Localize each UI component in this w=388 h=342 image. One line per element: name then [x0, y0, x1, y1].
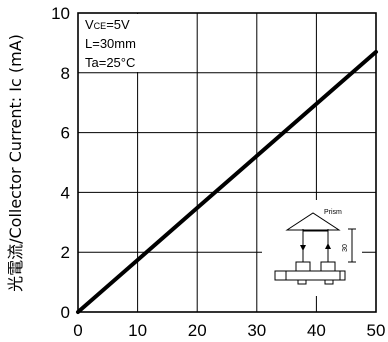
y-tick-label: 8 [61, 64, 70, 83]
condition-vce: VCE=5V [85, 17, 130, 32]
y-tick-label: 2 [61, 243, 70, 262]
base-pad-right [324, 279, 334, 285]
conditions-box: VCE=5V L=30mm Ta=25°C [80, 14, 158, 72]
conditions-box-background [80, 14, 158, 72]
arrow-down-icon [300, 245, 306, 251]
series-line-0 [76, 49, 378, 314]
data-series [76, 49, 378, 314]
y-tick-label: 4 [61, 183, 70, 202]
x-tick-label: 10 [128, 321, 147, 340]
x-tick-label: 30 [247, 321, 266, 340]
condition-vce-subscript: CE [94, 21, 107, 31]
y-tick-label: 10 [51, 4, 70, 23]
x-tick-label: 50 [367, 321, 386, 340]
y-axis-tick-labels: 0 2 4 6 8 10 [51, 4, 70, 322]
condition-distance: L=30mm [85, 36, 136, 51]
base-board [274, 270, 346, 281]
x-tick-label: 20 [188, 321, 207, 340]
y-tick-label: 0 [61, 303, 70, 322]
distance-label: 30 [342, 244, 349, 252]
base-pad-left [297, 279, 307, 285]
measurement-setup-inset: Prism 30 [262, 200, 362, 296]
x-tick-label: 0 [73, 321, 82, 340]
x-tick-label: 40 [307, 321, 326, 340]
emitter-package [295, 261, 311, 272]
prism-shape [285, 212, 341, 231]
arrow-up-icon [325, 243, 331, 249]
x-axis-tick-labels: 0 10 20 30 40 50 [73, 321, 385, 340]
y-axis-label: 光電流/Collector Current: Ic (mA) [6, 34, 25, 292]
plot-frame [77, 12, 377, 313]
detector-package [320, 261, 336, 272]
prism-label: Prism [324, 209, 342, 216]
condition-temperature: Ta=25°C [85, 55, 135, 70]
y-tick-label: 6 [61, 124, 70, 143]
